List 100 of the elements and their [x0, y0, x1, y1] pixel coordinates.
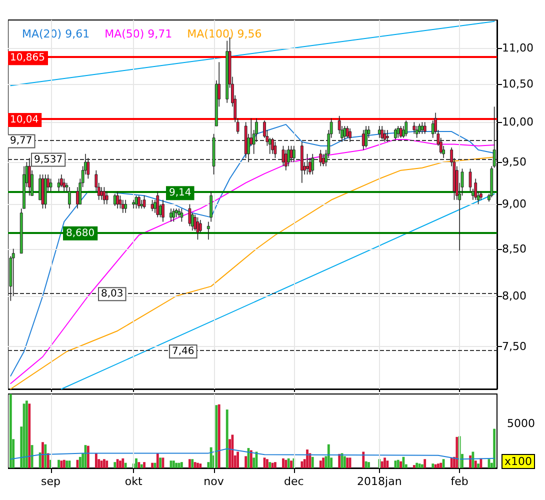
y-tick-label: 10,00	[502, 116, 534, 129]
candlestick	[134, 195, 138, 209]
bar	[151, 462, 154, 468]
bar	[319, 460, 322, 468]
bar	[116, 459, 119, 468]
bar	[28, 404, 31, 468]
candlestick	[124, 199, 128, 214]
candlestick	[319, 149, 322, 167]
ref-line-label: 9,537	[34, 154, 63, 166]
candlestick	[418, 123, 421, 134]
bar	[477, 464, 480, 468]
bar	[42, 442, 44, 468]
bar	[290, 460, 292, 468]
candlestick	[154, 199, 156, 214]
bar	[138, 462, 140, 468]
candlestick	[118, 195, 122, 209]
candlestick	[188, 204, 192, 227]
text: MA(20) 9,61	[22, 28, 90, 40]
bar	[420, 464, 424, 468]
bar	[284, 460, 288, 468]
candlestick	[210, 190, 213, 222]
bar	[140, 464, 143, 468]
candlestick	[308, 158, 312, 175]
ref-line-label: 8,680	[66, 228, 95, 239]
bar	[226, 410, 228, 468]
bar	[215, 405, 218, 468]
bar	[143, 462, 146, 468]
y-tick-label: 10,50	[502, 78, 534, 91]
candlestick	[142, 195, 146, 209]
candlestick	[399, 126, 402, 138]
bar	[156, 453, 159, 468]
candlestick	[287, 145, 290, 167]
bar	[46, 453, 50, 468]
candlestick	[271, 137, 274, 154]
candlestick	[274, 141, 277, 158]
bar	[400, 461, 402, 468]
y-tick-label: 9,00	[502, 198, 526, 211]
candlestick	[180, 208, 184, 222]
candlestick	[57, 178, 60, 192]
bar	[450, 458, 453, 468]
candlestick	[468, 168, 472, 192]
bar	[58, 460, 60, 468]
bar	[94, 453, 98, 468]
x-tick-label: okt	[124, 475, 143, 488]
bar	[135, 458, 138, 468]
y-tick-label: 7,50	[502, 340, 526, 353]
candlestick	[404, 120, 408, 137]
ref-line-label: 9,77	[10, 136, 32, 147]
bar	[106, 460, 108, 468]
bar	[122, 458, 124, 468]
bar	[343, 456, 346, 468]
bar	[244, 456, 248, 468]
bar	[416, 462, 418, 468]
candlestick	[49, 178, 52, 192]
bar	[188, 459, 191, 468]
candlestick	[474, 178, 478, 200]
text: MA(100) 9,56	[187, 28, 262, 40]
y-tick-label: 8,50	[502, 242, 526, 256]
bar	[175, 462, 178, 468]
bar	[119, 460, 122, 468]
bar	[210, 447, 212, 468]
y-tick-label: 9,50	[502, 156, 526, 169]
candlestick	[60, 174, 63, 188]
bar	[86, 446, 90, 468]
bar	[124, 462, 127, 468]
candlestick	[396, 126, 400, 138]
candlestick	[156, 190, 160, 218]
bar	[442, 459, 445, 468]
candlestick	[420, 122, 424, 134]
bar	[322, 458, 325, 468]
bar	[437, 464, 440, 468]
bar	[26, 400, 28, 468]
x-tick-label: nov	[204, 475, 224, 488]
bar	[362, 452, 365, 468]
candlestick	[102, 186, 106, 205]
candlestick	[364, 126, 368, 148]
bar	[327, 444, 330, 468]
x-tick-label: 2018jan	[357, 475, 402, 488]
candlestick	[172, 208, 176, 222]
bar	[300, 461, 304, 468]
bar	[364, 461, 368, 468]
candlestick	[86, 158, 90, 180]
candlestick	[150, 199, 154, 212]
candlestick	[380, 126, 384, 140]
candlestick	[100, 186, 103, 200]
bar	[199, 464, 202, 468]
ref-line-label: 8,03	[101, 288, 124, 300]
bar	[493, 428, 496, 468]
candlestick	[415, 126, 418, 138]
candlestick	[116, 190, 120, 209]
text: x100	[504, 455, 532, 468]
bar	[274, 462, 276, 468]
bar	[66, 460, 68, 468]
candlestick	[196, 216, 200, 240]
candlestick	[343, 126, 346, 140]
x-tick-label: feb	[450, 475, 468, 488]
bar	[266, 459, 268, 468]
candlestick	[423, 122, 426, 134]
bar	[311, 456, 314, 468]
bar	[306, 450, 308, 468]
